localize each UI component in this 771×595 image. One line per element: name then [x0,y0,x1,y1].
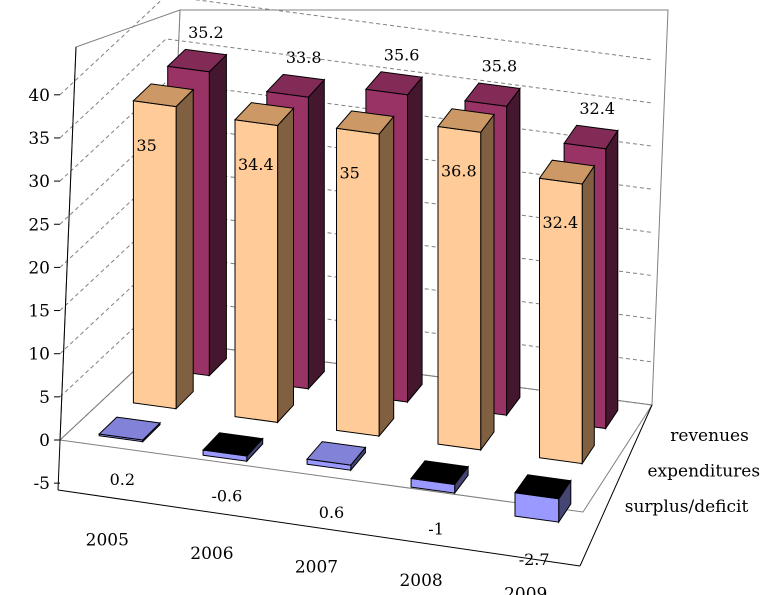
bar-side-face [581,164,595,466]
bar-top-face [98,416,162,441]
category-label: 2006 [190,544,233,564]
bar [335,110,395,438]
data-label: 35.6 [384,46,420,65]
data-label: 35.2 [188,23,224,42]
bar [233,102,295,424]
y-tick-label: 25 [28,215,50,235]
data-labels: 35.2 33.8 35.6 35.8 32.4 35 34.4 35 36.8 32.4 0.2 -… [110,23,615,569]
bar-side-face [208,53,227,377]
bar-top-face [233,102,295,127]
series-axis-labels: surplus/deficit expenditures revenues [625,426,760,517]
series-axis-label: revenues [670,426,749,446]
y-tick-label: 0 [39,431,50,451]
bar-top-face [166,48,228,73]
series-axis-label: surplus/deficit [625,497,749,517]
y-axis-line [57,46,77,491]
bar [98,416,162,443]
bar [538,159,596,466]
data-label: 36.8 [441,162,477,181]
bar [202,432,264,463]
bar-side-face [407,75,423,404]
y-tick-label: 40 [28,86,50,106]
x-axis-labels: 2005 2006 2007 2008 2009 [86,530,548,595]
x-axis-line [57,489,581,567]
bar-top-face [335,110,395,135]
data-label: 33.8 [286,48,322,67]
bar-top-face [265,73,326,98]
bar-top-face [514,474,572,500]
bar-side-face [277,106,294,424]
bar-top-face [464,82,521,107]
y-tick-label: 5 [39,388,50,408]
y-tick-label: 10 [28,345,50,365]
bar-side-face [480,112,495,452]
category-label: 2005 [86,530,129,550]
data-label: -1 [428,519,444,538]
y-axis-ticks: -5 0 5 10 15 20 25 30 35 40 [28,86,60,494]
bar [132,83,195,410]
y-tick-label: 35 [28,129,50,149]
y-tick-label: -5 [33,474,50,494]
bar [514,474,572,524]
bar-side-face [307,78,325,391]
y-tick-label: 20 [28,258,50,278]
category-label: 2007 [295,557,338,577]
z-axis-line [579,404,653,567]
bar-side-face [175,88,194,410]
category-label: 2008 [399,571,442,591]
data-label: 35 [136,136,156,155]
bar [410,460,470,495]
bar-top-face [538,159,596,185]
bar-side-face [605,129,619,431]
bar-top-face [132,83,195,108]
bar-top-face [410,460,470,486]
bar [437,108,495,452]
data-label: 0.2 [110,470,135,489]
data-label: 34.4 [238,155,274,174]
data-label: 32.4 [579,99,615,118]
bar-top-face [364,71,424,96]
category-label: 2009 [504,585,547,595]
series-axis-label: expenditures [648,462,761,482]
data-label: 35 [340,163,360,182]
data-label: -0.6 [211,487,242,506]
bar-top-face [563,124,619,150]
gridline [59,38,653,139]
bar-side-face [506,86,521,417]
data-label: 35.8 [482,57,518,76]
bars [98,48,619,524]
y-tick-label: 30 [28,172,50,192]
bar-top-face [306,441,367,466]
gridline [59,0,653,96]
y-tick-label: 15 [28,302,50,322]
data-label: 32.4 [543,213,579,232]
axes [57,46,653,567]
bar-top-face [202,432,264,457]
data-label: 0.6 [319,503,344,522]
bar-side-face [378,115,395,438]
bar [306,441,367,472]
bar-top-face [437,108,495,133]
data-label: -2.7 [519,550,550,569]
